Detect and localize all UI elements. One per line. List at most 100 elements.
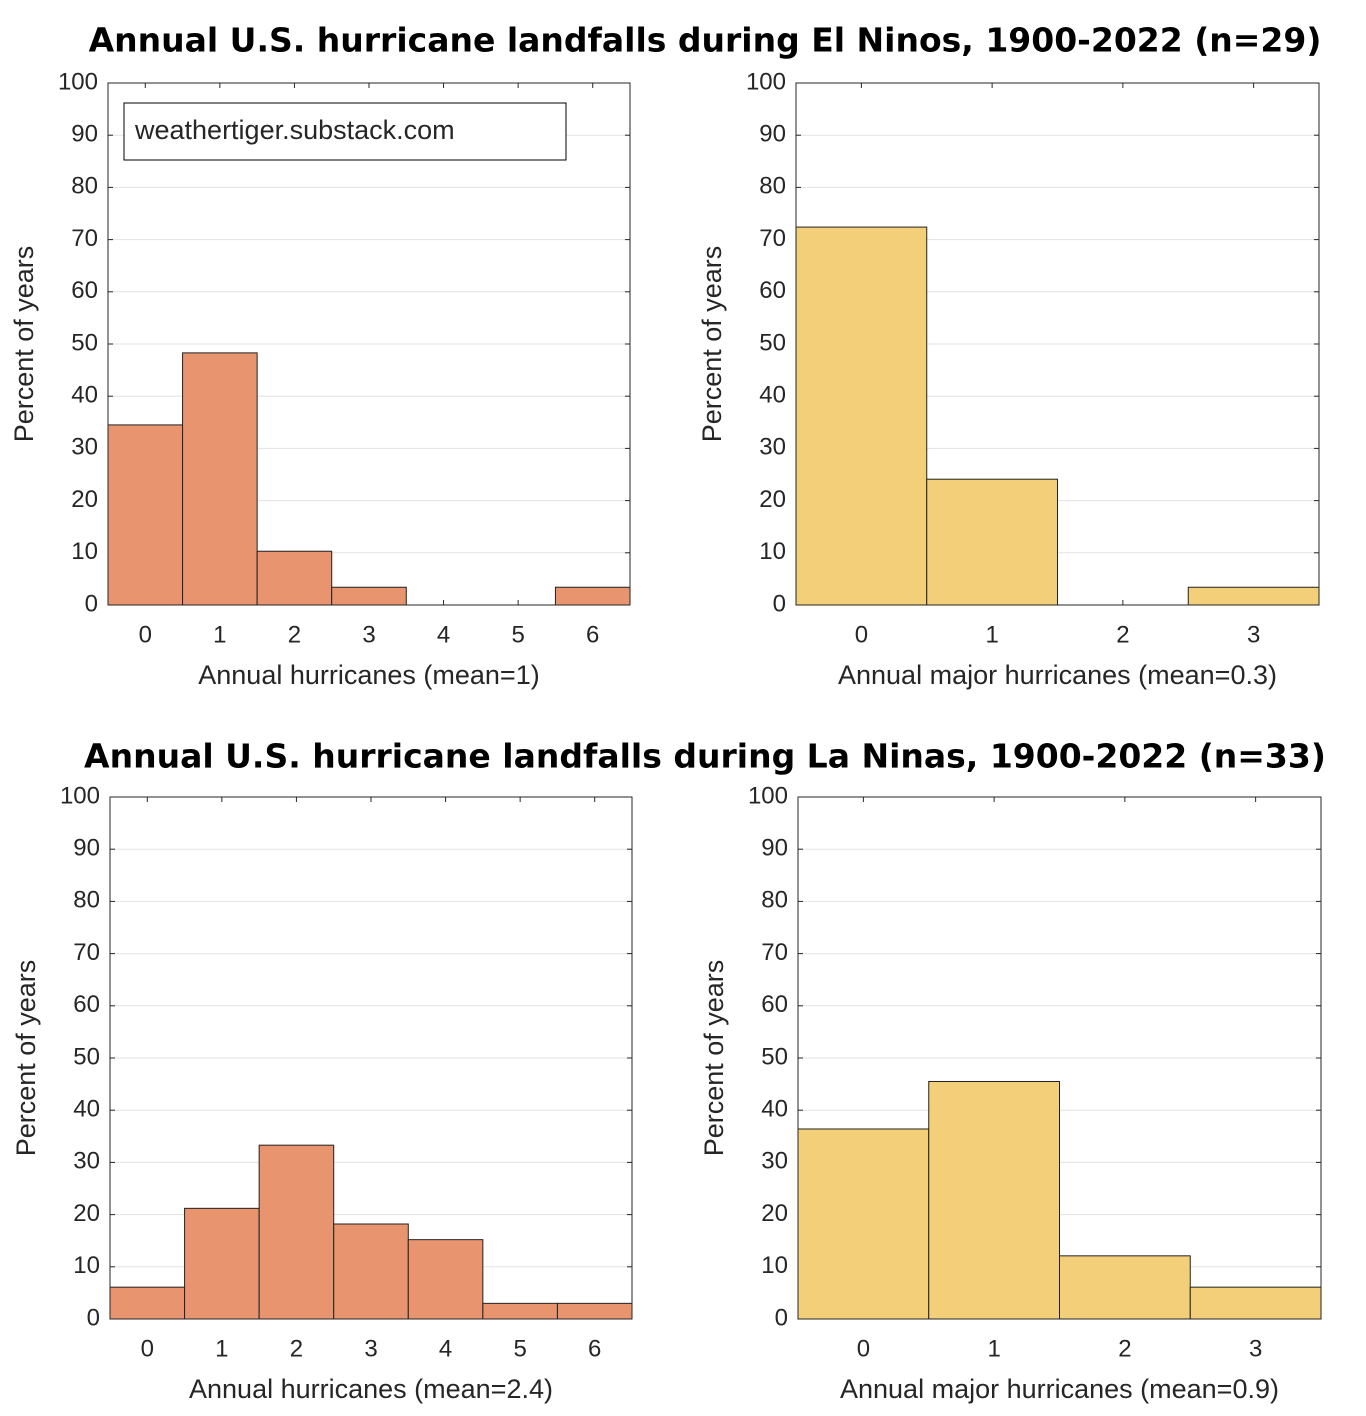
bar <box>554 586 631 606</box>
y-axis-label: Percent of years <box>699 960 729 1157</box>
x-axis-label: Annual major hurricanes (mean=0.9) <box>840 1374 1279 1404</box>
y-tick-label: 80 <box>759 173 786 200</box>
bar <box>258 1144 335 1320</box>
y-tick-label: 10 <box>761 1252 788 1279</box>
y-tick-label: 20 <box>761 1200 788 1227</box>
x-tick-label: 0 <box>141 1335 154 1362</box>
y-tick-label: 0 <box>87 1304 100 1331</box>
y-tick-label: 70 <box>761 939 788 966</box>
x-tick-label: 0 <box>139 621 152 648</box>
x-axis-label: Annual hurricanes (mean=2.4) <box>189 1374 553 1404</box>
y-tick-label: 0 <box>773 590 786 617</box>
x-tick-label: 2 <box>1116 621 1129 648</box>
y-tick-label: 30 <box>71 434 98 461</box>
x-tick-label: 3 <box>362 621 375 648</box>
x-tick-label: 6 <box>586 621 599 648</box>
bar <box>1059 1255 1191 1320</box>
bar <box>795 226 928 606</box>
y-tick-label: 20 <box>759 486 786 513</box>
bar <box>407 1239 484 1320</box>
axes-box <box>109 796 633 1320</box>
y-tick-label: 70 <box>73 939 100 966</box>
y-tick-label: 10 <box>71 538 98 565</box>
y-tick-label: 70 <box>71 225 98 252</box>
axes-box <box>795 82 1320 606</box>
y-tick-label: 0 <box>85 590 98 617</box>
y-tick-label: 100 <box>746 68 786 95</box>
y-tick-label: 100 <box>60 782 100 809</box>
bar <box>333 1223 409 1320</box>
chart-title: Annual U.S. hurricane landfalls during L… <box>84 737 1326 776</box>
bar <box>109 1286 186 1320</box>
x-tick-label: 1 <box>985 621 998 648</box>
y-tick-label: 40 <box>761 1096 788 1123</box>
y-tick-label: 80 <box>73 887 100 914</box>
bar <box>331 586 407 606</box>
x-axis-label: Annual major hurricanes (mean=0.3) <box>838 660 1277 690</box>
y-tick-label: 40 <box>71 382 98 409</box>
x-tick-label: 1 <box>215 1335 228 1362</box>
x-tick-label: 3 <box>1249 1335 1262 1362</box>
x-axis-label: Annual hurricanes (mean=1) <box>198 660 539 690</box>
y-tick-label: 60 <box>761 991 788 1018</box>
y-tick-label: 40 <box>73 1096 100 1123</box>
bar <box>482 1302 558 1320</box>
y-tick-label: 40 <box>759 382 786 409</box>
bar <box>926 478 1058 606</box>
x-tick-label: 1 <box>213 621 226 648</box>
x-tick-label: 4 <box>437 621 450 648</box>
y-tick-label: 90 <box>761 835 788 862</box>
chart-title: Annual U.S. hurricane landfalls during E… <box>89 21 1322 60</box>
y-tick-label: 70 <box>759 225 786 252</box>
bar <box>1187 586 1320 606</box>
y-tick-label: 90 <box>71 121 98 148</box>
y-tick-label: 100 <box>58 68 98 95</box>
y-tick-label: 50 <box>761 1043 788 1070</box>
axes-box <box>107 82 631 606</box>
y-axis-label: Percent of years <box>697 246 727 443</box>
bar <box>1189 1286 1322 1320</box>
y-tick-label: 50 <box>71 329 98 356</box>
y-tick-label: 10 <box>73 1252 100 1279</box>
y-tick-label: 0 <box>775 1304 788 1331</box>
bar <box>797 1128 930 1320</box>
x-tick-label: 6 <box>588 1335 601 1362</box>
x-tick-label: 2 <box>288 621 301 648</box>
bar <box>928 1080 1060 1320</box>
y-tick-label: 60 <box>759 277 786 304</box>
annotation-box <box>123 102 567 161</box>
x-tick-label: 0 <box>855 621 868 648</box>
y-tick-label: 90 <box>73 835 100 862</box>
bar <box>256 550 333 606</box>
bar <box>107 424 184 606</box>
y-tick-label: 20 <box>71 486 98 513</box>
y-tick-label: 50 <box>759 329 786 356</box>
y-tick-label: 20 <box>73 1200 100 1227</box>
y-axis-label: Percent of years <box>9 246 39 443</box>
y-tick-label: 100 <box>748 782 788 809</box>
y-tick-label: 10 <box>759 538 786 565</box>
y-tick-label: 60 <box>73 991 100 1018</box>
x-tick-label: 2 <box>1118 1335 1131 1362</box>
bar <box>182 352 258 606</box>
y-tick-label: 30 <box>73 1148 100 1175</box>
y-tick-label: 80 <box>761 887 788 914</box>
y-axis-label: Percent of years <box>11 960 41 1157</box>
y-tick-label: 30 <box>761 1148 788 1175</box>
y-tick-label: 80 <box>71 173 98 200</box>
y-tick-label: 60 <box>71 277 98 304</box>
bar <box>556 1302 633 1320</box>
x-tick-label: 4 <box>439 1335 452 1362</box>
x-tick-label: 2 <box>290 1335 303 1362</box>
x-tick-label: 0 <box>857 1335 870 1362</box>
y-tick-label: 30 <box>759 434 786 461</box>
x-tick-label: 3 <box>1247 621 1260 648</box>
x-tick-label: 3 <box>364 1335 377 1362</box>
annotation: weathertiger.substack.com <box>134 115 455 145</box>
y-tick-label: 50 <box>73 1043 100 1070</box>
bar <box>184 1207 260 1320</box>
y-tick-label: 90 <box>759 121 786 148</box>
x-tick-label: 5 <box>511 621 524 648</box>
x-tick-label: 1 <box>987 1335 1000 1362</box>
